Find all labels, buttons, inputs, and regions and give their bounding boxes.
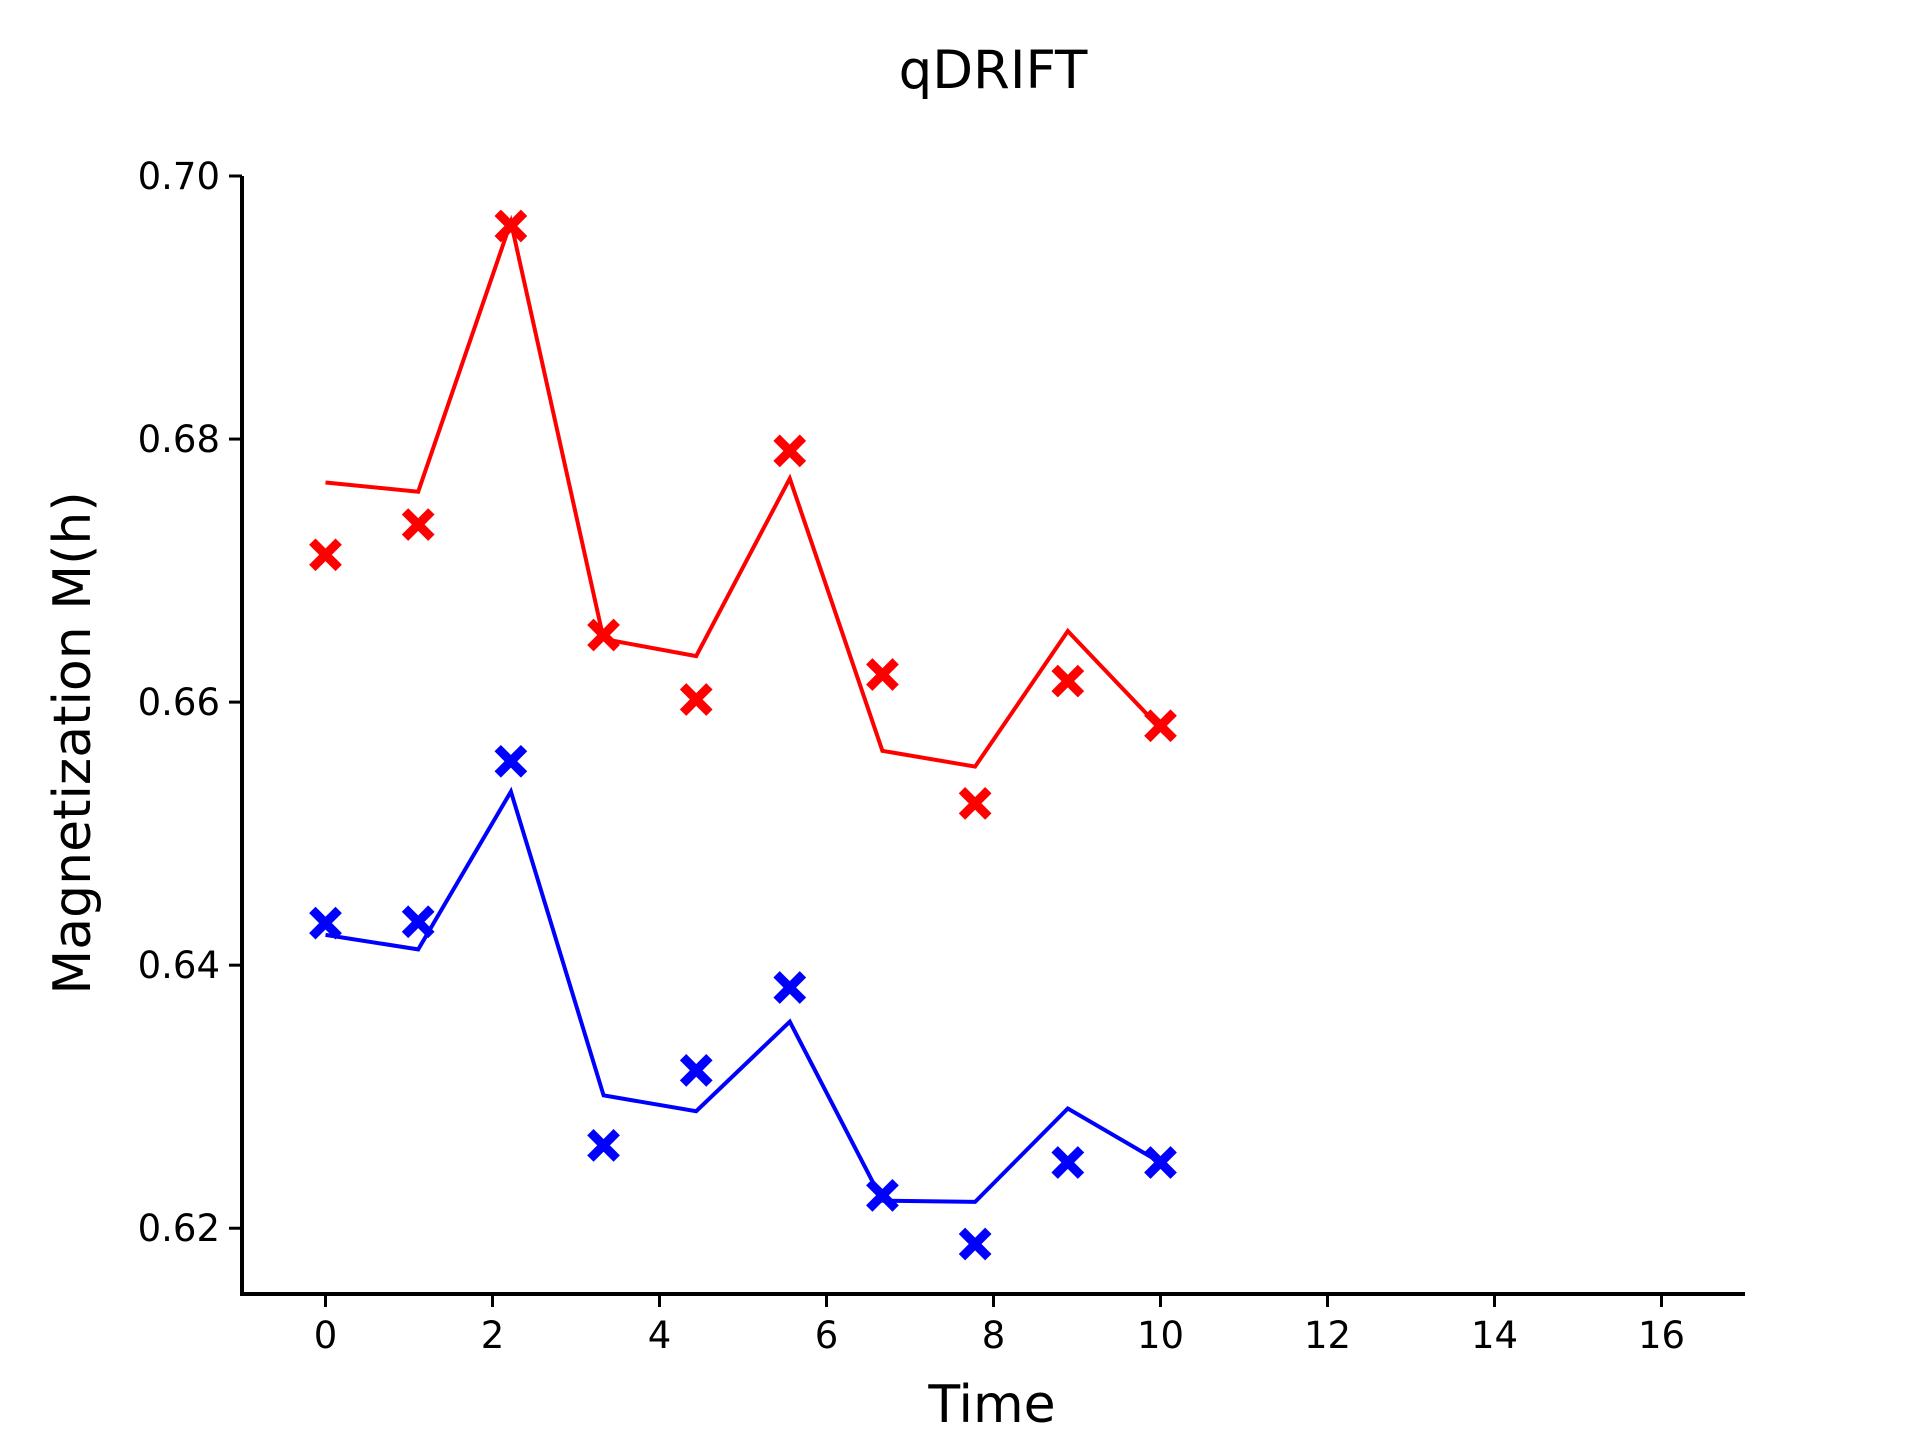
series-2-point: [309, 906, 342, 940]
series-2-point: [587, 1129, 620, 1162]
y-tick-label: 0.62: [138, 1207, 220, 1250]
x-tick-label: 2: [481, 1314, 505, 1357]
series-2-point: [1144, 1146, 1177, 1179]
series-2-point: [494, 744, 528, 778]
series-1-point: [1051, 664, 1085, 698]
x-marker-stroke: [1051, 1146, 1085, 1179]
series-2-point: [1051, 1146, 1085, 1179]
series-2-line: [325, 786, 1162, 1204]
x-marker-stroke: [587, 618, 620, 652]
series-1-point: [679, 683, 713, 716]
x-tick-label: 6: [815, 1314, 839, 1357]
series-2-point: [866, 1178, 899, 1212]
x-marker-stroke: [309, 538, 342, 572]
x-marker-stroke: [773, 434, 807, 468]
series-1-point: [958, 787, 992, 820]
series-1-point: [1144, 709, 1177, 743]
series-2-point: [679, 1054, 713, 1087]
series-1-point: [401, 508, 435, 541]
x-marker-stroke: [1144, 709, 1177, 743]
x-tick-label: 8: [982, 1314, 1006, 1357]
x-marker-stroke: [958, 787, 992, 820]
y-tick-label: 0.64: [138, 944, 220, 987]
chart-title: qDRIFT: [899, 40, 1088, 101]
y-tick-label: 0.66: [138, 681, 220, 724]
x-marker-stroke: [587, 1129, 620, 1162]
y-tick-label: 0.68: [138, 418, 220, 461]
x-marker-stroke: [866, 658, 899, 691]
y-axis-title: Magnetization M(h): [43, 491, 103, 994]
series-1-point: [309, 538, 342, 572]
series-2-point: [773, 971, 807, 1004]
axes: 0 2 4 6 8 10 12 14 16 0.62 0.64 0.66 0.68 0.70: [138, 155, 1745, 1357]
x-tick-label: 4: [648, 1314, 672, 1357]
x-marker-stroke: [679, 1054, 713, 1087]
x-marker-stroke: [679, 683, 713, 716]
x-marker-stroke: [866, 1178, 899, 1212]
x-marker-stroke: [958, 1227, 992, 1261]
x-tick-label: 0: [314, 1314, 338, 1357]
series-1-point: [587, 618, 620, 652]
series-1-point: [866, 658, 899, 691]
x-marker-stroke: [1051, 664, 1085, 698]
series-1-point: [773, 434, 807, 468]
series-2-point: [958, 1227, 992, 1261]
x-marker-stroke: [1144, 1146, 1177, 1179]
series-1-line: [325, 214, 1162, 769]
x-tick-label: 10: [1137, 1314, 1184, 1357]
x-tick-label: 16: [1638, 1314, 1685, 1357]
x-marker-stroke: [773, 971, 807, 1004]
x-marker-stroke: [401, 508, 435, 541]
x-marker-stroke: [401, 905, 435, 939]
x-marker-stroke: [494, 209, 528, 243]
y-tick-label: 0.70: [138, 155, 220, 198]
series-1-point: [494, 209, 528, 243]
series-2-point: [401, 905, 435, 939]
x-tick-label: 12: [1304, 1314, 1351, 1357]
x-axis-title: Time: [927, 1375, 1055, 1435]
x-tick-label: 14: [1471, 1314, 1518, 1357]
x-marker-stroke: [309, 906, 342, 940]
plot-area: [309, 209, 1177, 1261]
x-marker-stroke: [494, 744, 528, 778]
